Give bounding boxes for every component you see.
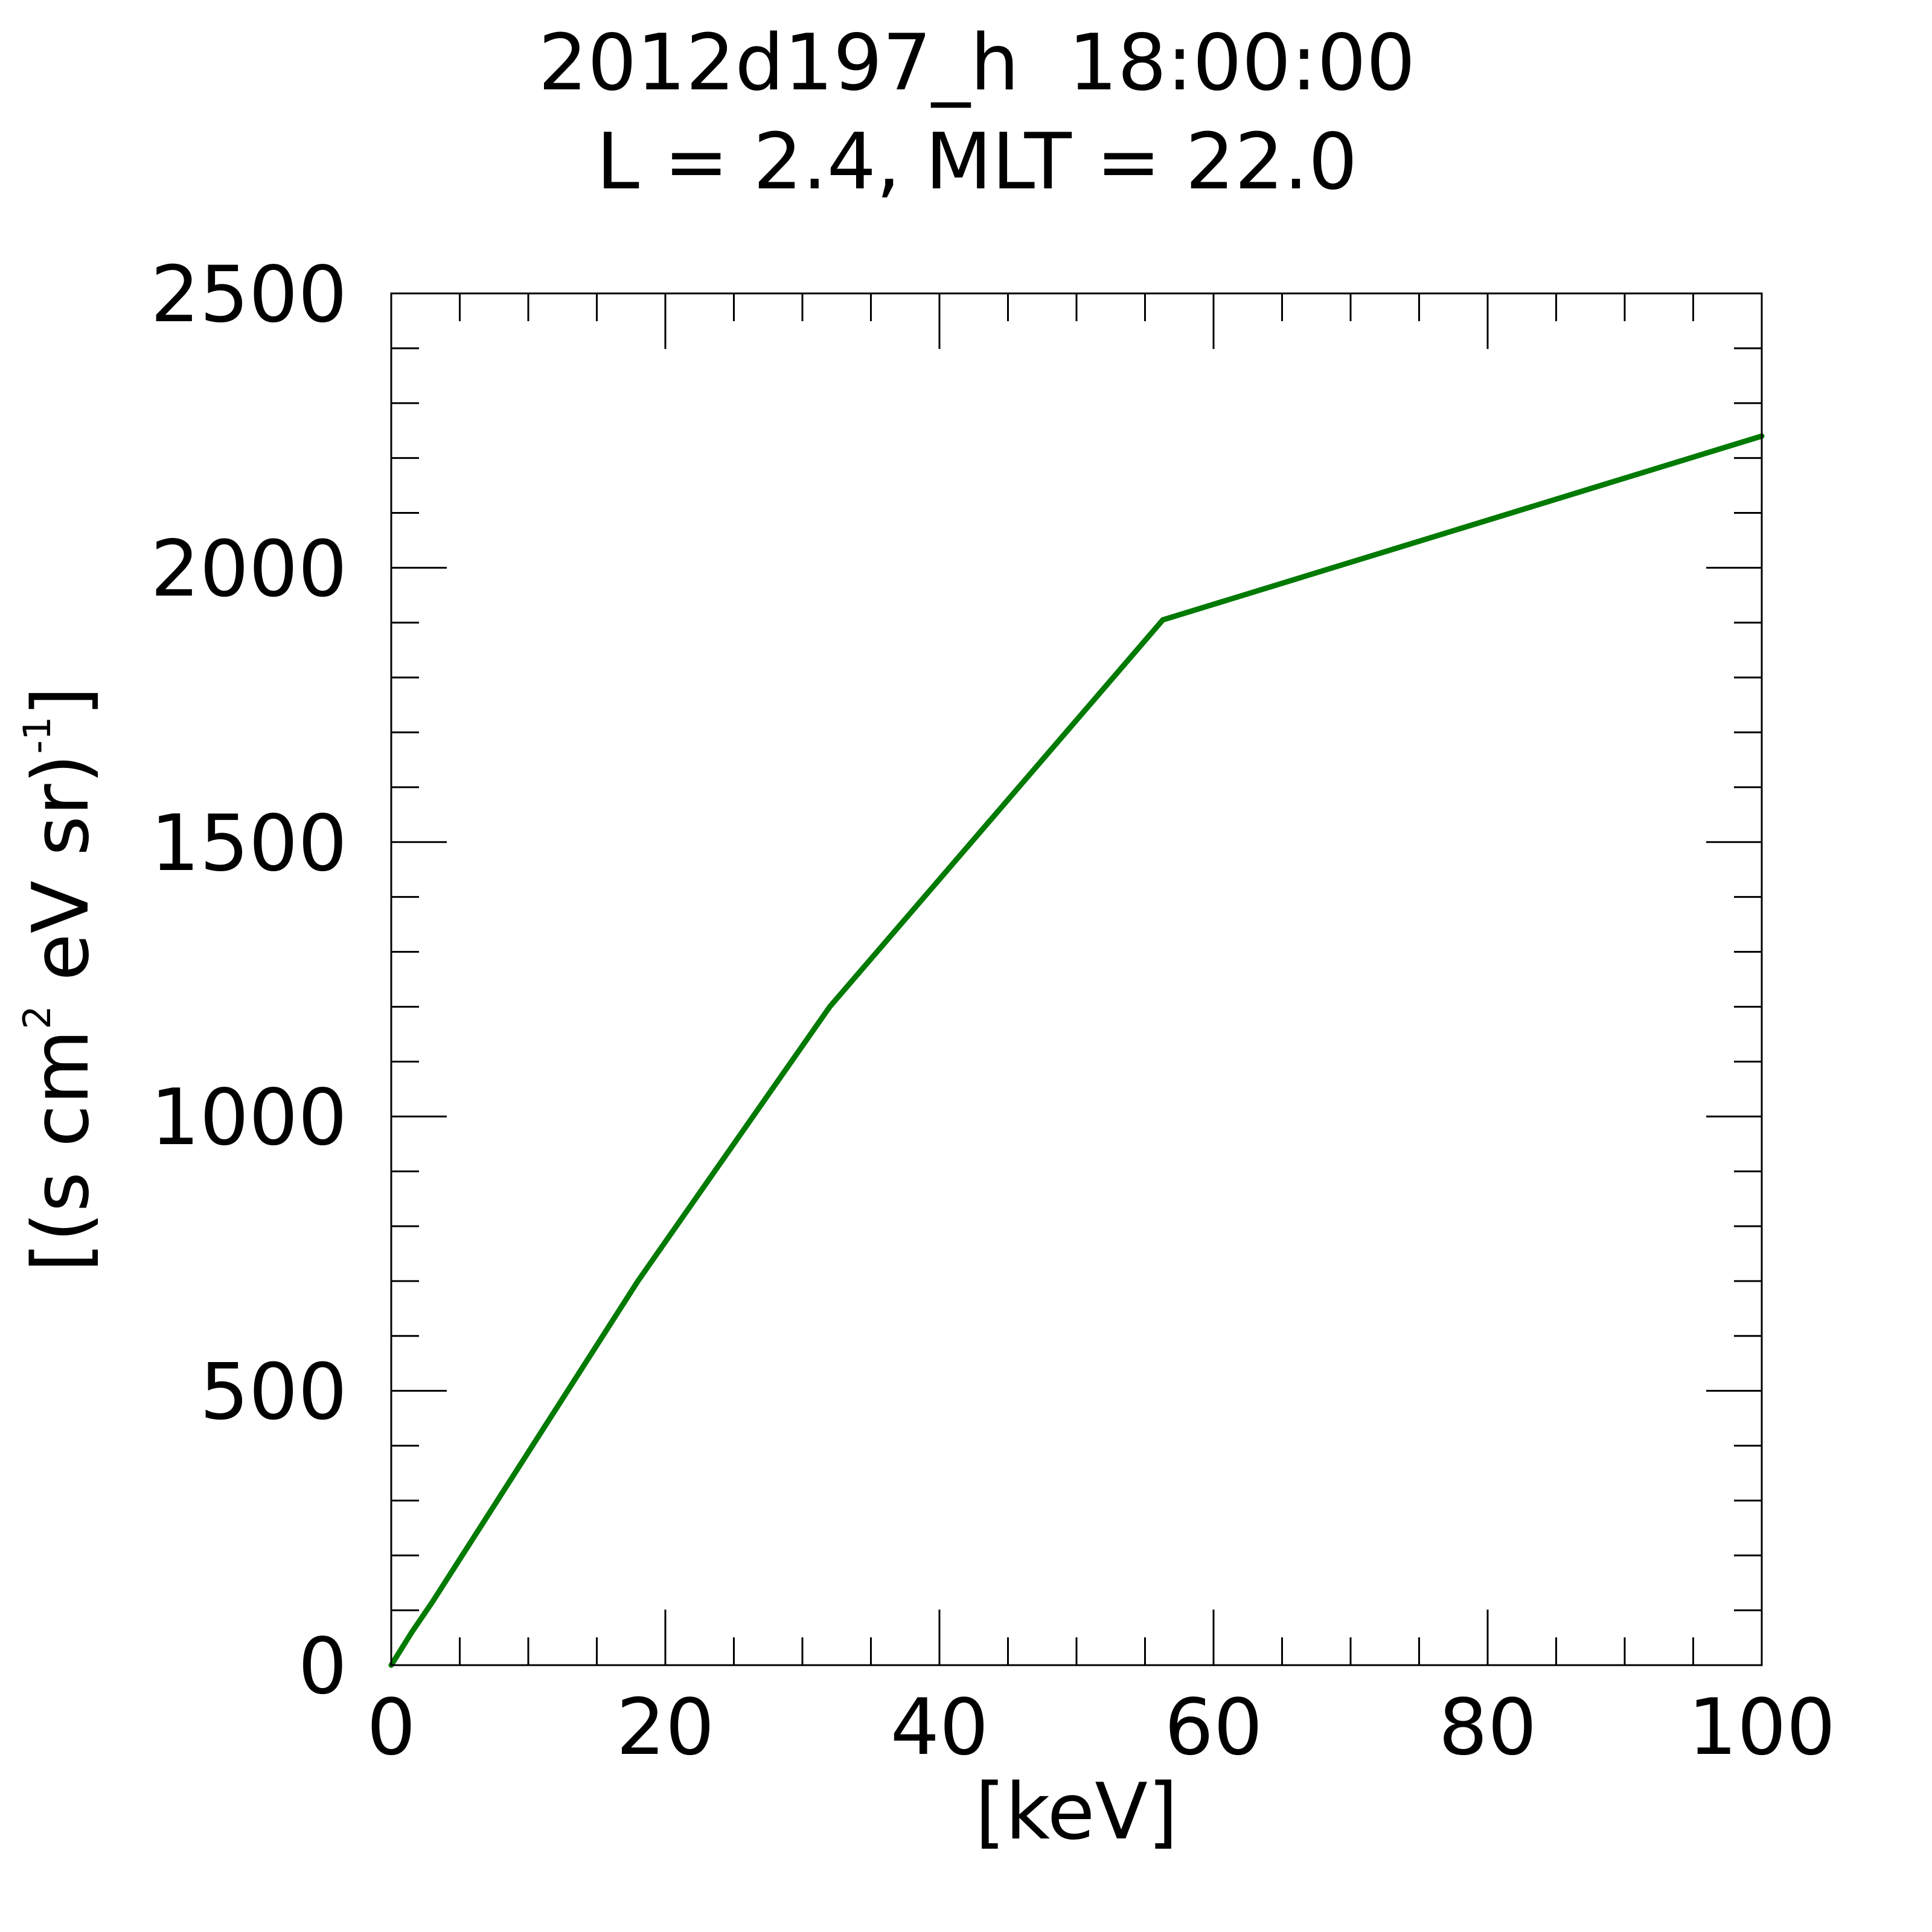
y-axis-label-prefix: [(s cm (16, 1029, 106, 1272)
chart-subtitle: L = 2.4, MLT = 22.0 (597, 117, 1358, 207)
y-tick-label: 2500 (150, 250, 347, 340)
plot-frame (390, 292, 1763, 1666)
chart-title: 2012d197_h 18:00:00 (539, 18, 1416, 108)
x-tick-labels: 0 20 40 60 80 100 (366, 1683, 1835, 1773)
y-axis-label: [(s cm2 eV sr)-1] (15, 686, 106, 1272)
y-tick-labels: 0 500 1000 1500 2000 2500 (150, 250, 347, 1712)
y-axis-label-sup1: 2 (15, 1005, 59, 1029)
x-axis-label: [keV] (975, 1767, 1178, 1857)
y-axis-label-suffix: ] (16, 686, 106, 717)
x-tick-label: 20 (616, 1683, 715, 1773)
x-tick-label: 0 (366, 1683, 415, 1773)
x-tick-label: 60 (1165, 1683, 1263, 1773)
data-series (388, 433, 1765, 1668)
y-tick-label: 1000 (150, 1073, 347, 1163)
y-axis-label-mid: eV sr) (16, 754, 106, 1006)
y-tick-label: 0 (298, 1622, 347, 1712)
axis-ticks (390, 292, 1763, 1666)
x-tick-label: 100 (1688, 1683, 1835, 1773)
y-tick-label: 500 (200, 1348, 347, 1438)
y-tick-label: 2000 (150, 524, 347, 614)
x-tick-label: 80 (1439, 1683, 1537, 1773)
y-tick-label: 1500 (150, 799, 347, 889)
x-tick-label: 40 (891, 1683, 989, 1773)
series-line (388, 433, 1765, 1668)
y-axis-label-sup2: -1 (15, 717, 59, 754)
